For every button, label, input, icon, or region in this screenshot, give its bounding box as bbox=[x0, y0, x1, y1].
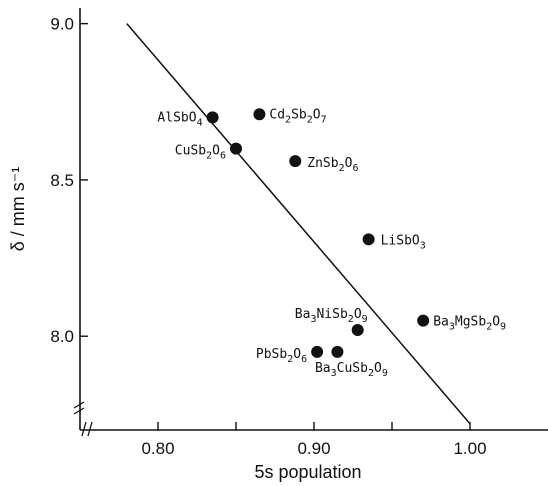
x-tick-label: 0.80 bbox=[141, 439, 174, 458]
x-tick-label: 0.90 bbox=[297, 439, 330, 458]
y-tick-label: 9.0 bbox=[50, 15, 74, 34]
data-point-CuSb2O6 bbox=[230, 142, 242, 155]
x-axis-label: 5s population bbox=[254, 462, 361, 482]
x-tick-label: 1.00 bbox=[453, 439, 486, 458]
data-points bbox=[206, 108, 430, 358]
data-label-AlSbO4: AlSbO4 bbox=[157, 110, 202, 128]
data-label-CuSb2O6: CuSb2O6 bbox=[175, 144, 226, 162]
x-axis-break bbox=[81, 421, 93, 437]
fit-line-group bbox=[126, 23, 471, 425]
data-point-ZnSb2O6 bbox=[289, 155, 302, 168]
data-label-Ba3MgSb2O9: Ba3MgSb2O9 bbox=[433, 315, 506, 333]
axes: 8.0 8.5 9.0 0.80 0.90 1.00 bbox=[50, 8, 548, 458]
fit-line bbox=[126, 23, 471, 425]
data-label-PbSb2O6: PbSb2O6 bbox=[256, 347, 307, 365]
y-axis-label: δ / mm s⁻¹ bbox=[8, 167, 28, 252]
data-point-AlSbO4 bbox=[206, 111, 219, 124]
y-tick-label: 8.5 bbox=[50, 171, 74, 190]
data-label-ZnSb2O6: ZnSb2O6 bbox=[307, 156, 358, 174]
y-axis-break bbox=[73, 401, 85, 415]
data-point-Ba3NiSb2O9 bbox=[351, 323, 364, 336]
data-point-Ba3CuSb2O9 bbox=[331, 345, 344, 358]
data-label-Ba3NiSb2O9: Ba3NiSb2O9 bbox=[295, 307, 368, 325]
data-label-Cd2Sb2O7: Cd2Sb2O7 bbox=[269, 107, 326, 125]
data-label-LiSbO3: LiSbO3 bbox=[381, 233, 426, 251]
y-tick-label: 8.0 bbox=[50, 327, 74, 346]
point-labels: AlSbO4 Cd2Sb2O7 CuSb2O6 ZnSb2O6 LiSbO3 Ba3NiS… bbox=[157, 107, 506, 379]
data-point-Ba3MgSb2O9 bbox=[417, 314, 430, 327]
data-point-Cd2Sb2O7 bbox=[253, 108, 266, 121]
data-point-LiSbO3 bbox=[362, 233, 375, 246]
data-label-Ba3CuSb2O9: Ba3CuSb2O9 bbox=[315, 361, 388, 379]
data-point-PbSb2O6 bbox=[311, 345, 324, 358]
